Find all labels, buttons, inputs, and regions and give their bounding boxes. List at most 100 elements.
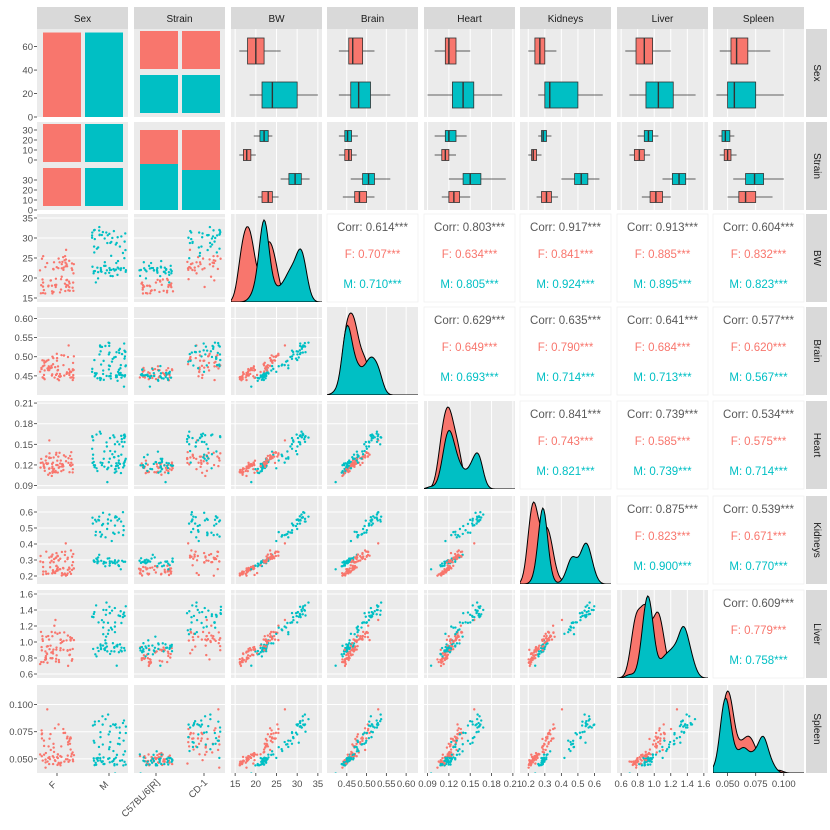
point	[44, 658, 48, 661]
point	[290, 742, 294, 745]
point	[368, 522, 371, 525]
point	[68, 285, 71, 289]
point	[242, 373, 245, 376]
point	[301, 606, 305, 610]
point	[277, 727, 280, 731]
point	[168, 761, 171, 764]
point	[343, 664, 347, 668]
point	[114, 562, 117, 565]
point	[42, 464, 45, 468]
point	[475, 723, 478, 726]
point	[93, 720, 97, 723]
point	[456, 534, 460, 537]
point	[39, 466, 42, 469]
point	[355, 755, 358, 758]
point	[70, 457, 73, 461]
bar-f	[140, 130, 178, 164]
point	[578, 731, 582, 734]
point	[352, 756, 355, 760]
point	[207, 631, 211, 635]
point	[60, 462, 64, 466]
point	[49, 279, 53, 282]
point	[661, 756, 664, 760]
point	[578, 612, 582, 615]
point	[154, 762, 158, 766]
point	[376, 519, 379, 522]
point	[187, 265, 191, 269]
point	[454, 530, 457, 533]
point	[265, 639, 268, 642]
point	[673, 733, 676, 736]
y-tick-label: 10	[22, 196, 33, 207]
point	[549, 733, 552, 736]
point	[68, 454, 72, 458]
point	[142, 267, 146, 270]
point	[149, 566, 152, 570]
point	[97, 719, 101, 723]
point	[648, 737, 651, 741]
point	[575, 733, 579, 736]
corr-overall-label: Corr: 0.875***	[627, 504, 698, 516]
point	[540, 761, 543, 764]
panel-sex-brain	[327, 29, 418, 117]
point	[123, 257, 126, 260]
point	[356, 740, 360, 744]
point	[138, 274, 142, 278]
point	[212, 254, 215, 258]
point	[190, 621, 193, 624]
corr-f-label: F: 0.575***	[731, 436, 787, 448]
point	[90, 234, 94, 237]
point	[466, 531, 470, 534]
panel-bw-spleen	[712, 213, 805, 303]
point	[209, 717, 212, 721]
point	[239, 664, 243, 668]
point	[42, 288, 46, 292]
point	[371, 611, 375, 615]
point	[370, 735, 373, 739]
point	[277, 365, 280, 368]
point	[590, 608, 593, 612]
point	[249, 368, 253, 371]
point	[153, 756, 157, 759]
point	[682, 730, 686, 734]
point	[447, 742, 450, 745]
density-f	[231, 226, 322, 302]
point	[275, 756, 278, 760]
point	[51, 553, 54, 556]
point	[584, 741, 587, 744]
point	[69, 376, 72, 379]
panel-background	[37, 685, 128, 773]
point	[65, 263, 68, 266]
point	[117, 349, 121, 352]
point	[60, 755, 63, 759]
point	[371, 436, 375, 440]
point	[304, 730, 307, 733]
corr-f-label: F: 0.790***	[538, 342, 594, 354]
point	[198, 455, 202, 458]
point	[459, 727, 463, 731]
point	[188, 443, 191, 446]
point	[444, 756, 447, 760]
point	[145, 763, 148, 766]
point	[201, 432, 205, 435]
point	[214, 742, 217, 745]
point	[195, 571, 198, 575]
point	[553, 635, 556, 638]
point	[101, 743, 105, 746]
point	[198, 261, 202, 264]
point	[51, 634, 54, 638]
point	[212, 574, 216, 577]
point	[213, 626, 217, 629]
point	[585, 723, 588, 726]
point	[212, 533, 215, 537]
point	[124, 725, 128, 728]
point	[686, 724, 689, 727]
point	[454, 632, 457, 636]
point	[98, 353, 101, 356]
point	[145, 284, 149, 287]
point	[217, 720, 220, 723]
point	[197, 265, 200, 268]
point	[534, 751, 538, 755]
point	[466, 724, 470, 727]
point	[119, 267, 123, 270]
